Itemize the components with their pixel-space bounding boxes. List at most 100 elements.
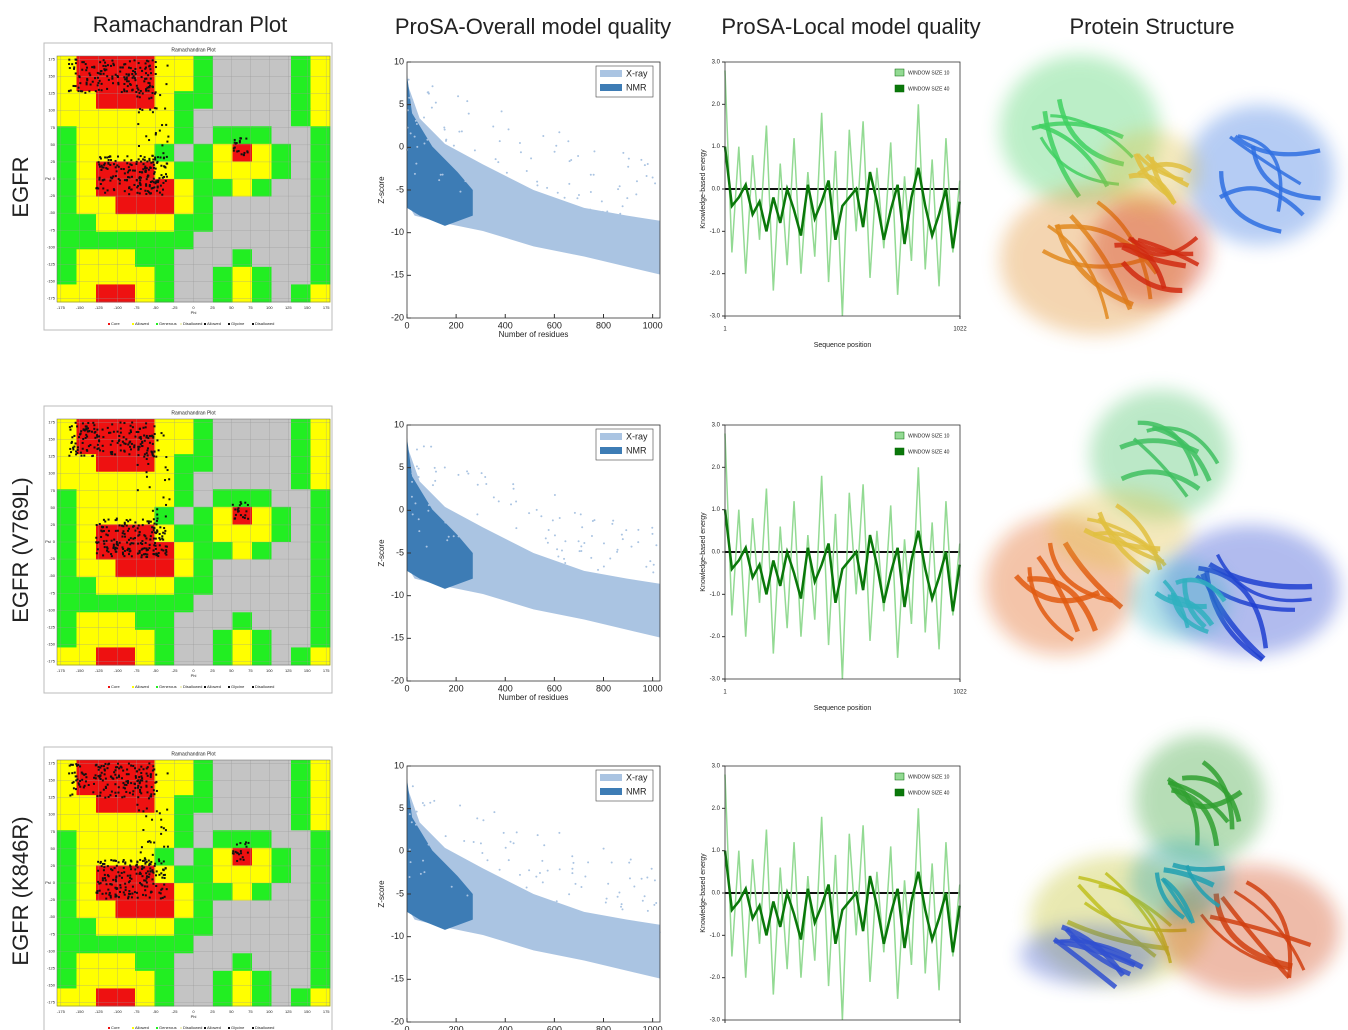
structure-dot xyxy=(593,519,596,522)
residue-dot xyxy=(142,553,145,556)
structure-dot xyxy=(653,903,656,906)
structure-dot xyxy=(531,896,534,899)
y-tick-label: 10 xyxy=(394,56,404,66)
residue-dot xyxy=(106,87,109,90)
legend-swatch xyxy=(180,323,182,325)
region-cell xyxy=(213,108,233,127)
structure-dot xyxy=(513,561,516,564)
residue-dot xyxy=(136,891,139,894)
region-cell xyxy=(115,777,136,796)
residue-dot xyxy=(127,897,130,900)
structure-dot xyxy=(573,511,576,514)
region-cell xyxy=(310,126,331,145)
residue-dot xyxy=(153,527,156,530)
residue-dot xyxy=(77,86,80,89)
y-tick-label: -10 xyxy=(391,227,404,237)
legend-swatch xyxy=(108,686,110,688)
residue-dot xyxy=(150,72,153,75)
structure-dot xyxy=(408,848,411,851)
region-cell xyxy=(252,988,272,1007)
residue-dot xyxy=(113,538,116,541)
region-cell xyxy=(232,419,253,438)
residue-dot xyxy=(84,425,87,428)
region-cell xyxy=(213,231,233,250)
residue-dot xyxy=(141,69,144,72)
residue-dot xyxy=(123,449,126,452)
residue-dot xyxy=(234,142,237,145)
residue-dot xyxy=(109,163,112,166)
residue-dot xyxy=(101,166,104,169)
structure-dot xyxy=(419,872,422,875)
region-cell xyxy=(271,91,292,110)
residue-dot xyxy=(105,892,108,895)
residue-dot xyxy=(97,541,100,544)
nmr-cloud xyxy=(407,778,473,930)
region-cell xyxy=(115,594,136,613)
region-cell xyxy=(252,760,272,779)
residue-dot xyxy=(147,462,150,465)
residue-dot xyxy=(138,436,141,439)
region-cell xyxy=(232,594,253,613)
region-cell xyxy=(252,935,272,954)
structure-dot xyxy=(507,128,510,131)
structure-dot xyxy=(542,134,545,137)
residue-dot xyxy=(87,445,90,448)
residue-dot xyxy=(148,864,151,867)
region-cell xyxy=(232,918,253,937)
region-cell xyxy=(213,91,233,110)
structure-dot xyxy=(422,445,425,448)
residue-dot xyxy=(141,524,144,527)
residue-dot xyxy=(145,815,148,818)
y-tick-label: -50 xyxy=(49,210,56,215)
x-tick-label: -50 xyxy=(153,305,160,310)
structure-dot xyxy=(650,867,653,870)
residue-dot xyxy=(156,180,159,183)
residue-dot xyxy=(74,442,77,445)
region-cell xyxy=(154,988,175,1007)
region-cell xyxy=(193,91,214,110)
residue-dot xyxy=(163,877,166,880)
structure-dot xyxy=(505,171,508,174)
residue-dot xyxy=(138,768,141,771)
region-cell xyxy=(135,231,155,250)
residue-dot xyxy=(128,193,131,196)
structure-dot xyxy=(574,882,577,885)
y-tick-label: 75 xyxy=(51,488,56,493)
residue-dot xyxy=(125,78,128,81)
residue-dot xyxy=(147,89,150,92)
x-tick-label: 150 xyxy=(304,668,311,673)
residue-dot xyxy=(107,78,110,81)
residue-dot xyxy=(139,179,142,182)
residue-dot xyxy=(93,427,96,430)
region-cell xyxy=(310,988,331,1007)
structure-dot xyxy=(558,131,561,134)
residue-dot xyxy=(106,767,109,770)
region-cell xyxy=(271,760,292,779)
structure-dot xyxy=(503,884,506,887)
residue-dot xyxy=(114,773,117,776)
residue-dot xyxy=(102,518,105,521)
residue-dot xyxy=(129,431,132,434)
x-tick-label: 150 xyxy=(304,1009,311,1014)
region-cell xyxy=(76,249,97,268)
region-cell xyxy=(310,266,331,285)
x-tick-label: 1000 xyxy=(643,683,663,693)
structure-dot xyxy=(581,526,584,529)
region-cell xyxy=(154,454,175,473)
legend-label: Allowed xyxy=(135,1025,149,1030)
residue-dot xyxy=(153,450,156,453)
region-cell xyxy=(310,612,331,631)
region-cell xyxy=(310,143,331,162)
residue-dot xyxy=(136,186,139,189)
residue-dot xyxy=(162,538,165,541)
energy-line xyxy=(723,850,962,953)
region-cell xyxy=(291,577,311,596)
region-cell xyxy=(76,760,97,779)
ribbon xyxy=(1250,145,1321,201)
residue-dot xyxy=(86,435,89,438)
residue-dot xyxy=(137,542,140,545)
residue-dot xyxy=(233,517,236,520)
residue-dot xyxy=(119,444,122,447)
region-cell xyxy=(154,953,175,972)
